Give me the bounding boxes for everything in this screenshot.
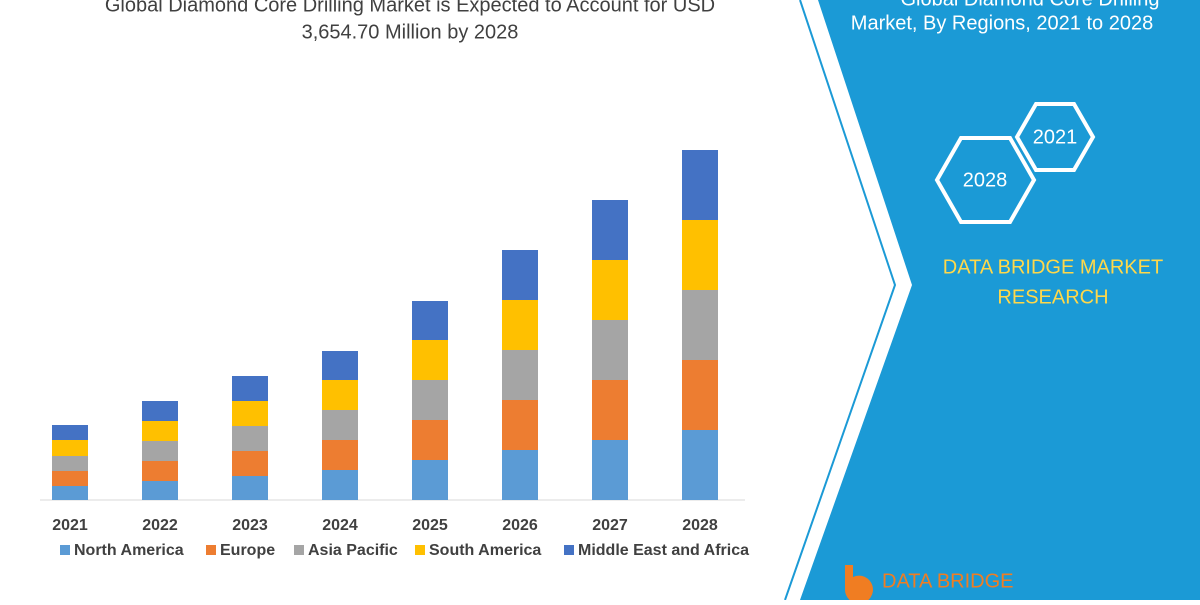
bar-segment	[592, 320, 628, 380]
bar-segment	[412, 460, 448, 500]
legend-swatch	[60, 545, 70, 555]
bar-segment	[502, 400, 538, 450]
bar-segment	[322, 410, 358, 440]
bar-segment	[142, 481, 178, 500]
bar-segment	[322, 380, 358, 410]
bar-segment	[322, 440, 358, 470]
legend-label: Europe	[220, 542, 275, 559]
x-tick-label: 2025	[412, 517, 448, 534]
bar-segment	[682, 150, 718, 220]
bar-segment	[52, 486, 88, 500]
bar-segment	[412, 420, 448, 460]
bar-segment	[592, 440, 628, 500]
bar-segment	[142, 441, 178, 461]
bar-segment	[142, 421, 178, 441]
legend-label: South America	[429, 542, 541, 559]
panel-title: Global Diamond Core Drilling	[901, 0, 1160, 10]
bar-segment	[682, 430, 718, 500]
legend-swatch	[206, 545, 216, 555]
bar-segment	[412, 380, 448, 420]
legend-swatch	[294, 545, 304, 555]
bar-segment	[232, 426, 268, 451]
x-tick-label: 2023	[232, 517, 268, 534]
logo-text: DATA BRIDGE	[882, 570, 1014, 592]
logo-mark	[844, 565, 873, 604]
x-tick-label: 2021	[52, 517, 88, 534]
bar-segment	[502, 450, 538, 500]
x-tick-label: 2026	[502, 517, 538, 534]
hexagon-label: 2021	[1033, 126, 1078, 148]
bar-segment	[232, 451, 268, 476]
panel-edge	[784, 0, 897, 601]
bar-segment	[412, 340, 448, 380]
x-tick-label: 2024	[322, 517, 358, 534]
bar-segment	[52, 456, 88, 471]
hexagon-label: 2028	[963, 169, 1008, 191]
x-tick-label: 2027	[592, 517, 628, 534]
bar-segment	[682, 360, 718, 430]
bar-segment	[322, 470, 358, 500]
bar-segment	[592, 380, 628, 440]
bar-segment	[592, 200, 628, 260]
bar-segment	[502, 250, 538, 300]
x-tick-label: 2022	[142, 517, 178, 534]
chart-title: Global Diamond Core Drilling Market is E…	[105, 0, 715, 16]
brand-text: RESEARCH	[997, 286, 1108, 308]
brand-text: DATA BRIDGE MARKET	[943, 256, 1163, 278]
legend-swatch	[564, 545, 574, 555]
bar-segment	[502, 300, 538, 350]
bar-segment	[232, 476, 268, 500]
bar-segment	[682, 220, 718, 290]
hexagon	[934, 136, 1037, 224]
bar-segment	[232, 376, 268, 401]
side-panel-bg	[800, 0, 1200, 600]
legend-label: Asia Pacific	[308, 542, 398, 559]
chart-title: 3,654.70 Million by 2028	[302, 21, 519, 43]
bar-segment	[142, 401, 178, 421]
bar-segment	[52, 425, 88, 440]
bar-segment	[502, 350, 538, 400]
bar-segment	[52, 471, 88, 486]
legend-label: Middle East and Africa	[578, 542, 749, 559]
bar-segment	[232, 401, 268, 426]
bar-segment	[412, 301, 448, 340]
hexagon	[1014, 102, 1096, 172]
x-tick-label: 2028	[682, 517, 718, 534]
bar-segment	[52, 440, 88, 456]
panel-title: Market, By Regions, 2021 to 2028	[851, 12, 1153, 34]
bar-segment	[592, 260, 628, 320]
bar-segment	[142, 461, 178, 481]
legend-label: North America	[74, 542, 184, 559]
bar-segment	[322, 351, 358, 380]
bar-segment	[682, 290, 718, 360]
legend-swatch	[415, 545, 425, 555]
